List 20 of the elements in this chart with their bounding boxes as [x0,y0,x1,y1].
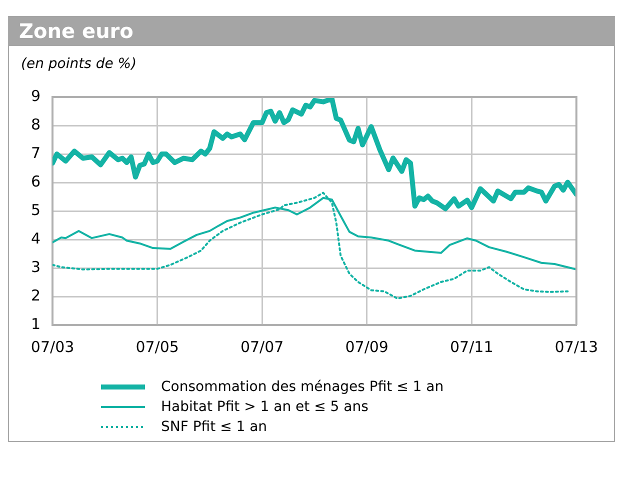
x-tick-label: 07/07 [240,338,284,356]
y-tick-label: 4 [30,229,41,248]
legend-label: Habitat Pfit > 1 an et ≤ 5 ans [161,399,368,415]
y-tick-label: 5 [30,200,41,219]
y-tick-label: 3 [30,258,41,276]
y-tick-label: 1 [30,314,41,333]
legend-label: Consommation des ménages Pfit ≤ 1 an [161,379,444,395]
x-tick-label: 07/09 [345,338,388,356]
x-tick-label: 07/13 [554,338,598,356]
chart-subtitle: (en points de %) [20,55,138,74]
x-tick-label: 07/03 [30,338,74,356]
x-tick-label: 07/11 [450,338,494,356]
legend-label: SNF Pfit ≤ 1 an [161,419,268,435]
y-tick-label: 8 [30,115,41,134]
x-tick-label: 07/05 [136,338,179,356]
y-tick-label: 6 [30,172,41,190]
y-tick-label: 7 [30,144,41,162]
y-tick-label: 9 [30,86,41,105]
chart-title: Zone euro [9,16,614,46]
y-tick-label: 2 [30,286,41,304]
